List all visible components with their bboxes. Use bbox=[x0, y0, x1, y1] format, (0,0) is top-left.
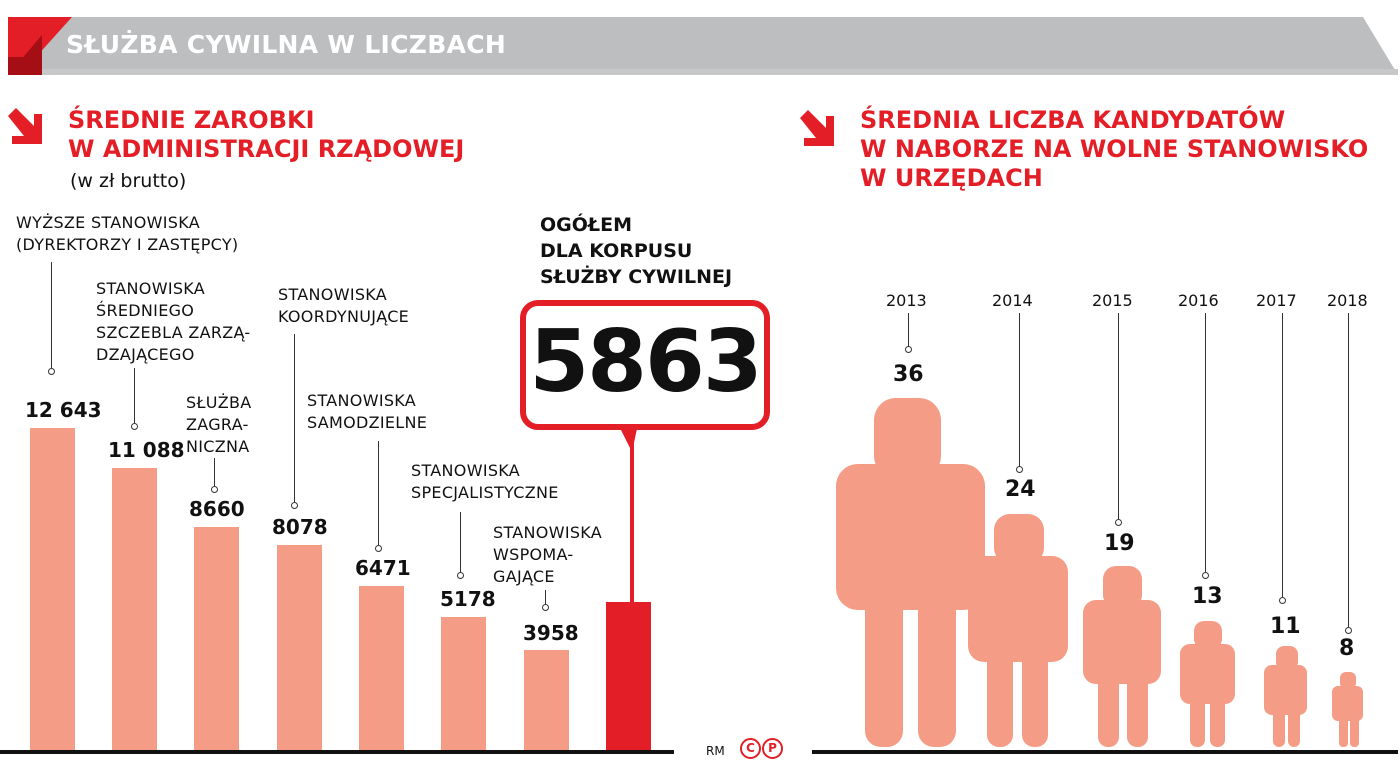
person-icon-2014 bbox=[968, 514, 1068, 747]
bar-value: 6471 bbox=[355, 556, 411, 580]
person-icon-2013 bbox=[836, 398, 985, 747]
left-baseline bbox=[0, 750, 674, 754]
phonogram-icon: P bbox=[762, 738, 783, 759]
callout-line bbox=[630, 440, 634, 602]
category-label: STANOWISKA SAMODZIELNE bbox=[307, 391, 428, 432]
category-label: STANOWISKA WSPOMA- GAJĄCE bbox=[493, 523, 603, 586]
category-label: STANOWISKA KOORDYNUJĄCE bbox=[278, 285, 410, 326]
leader-line bbox=[294, 334, 295, 502]
year-label: 2013 bbox=[886, 291, 927, 310]
bar-middle-management bbox=[112, 468, 157, 750]
bar-senior-positions bbox=[30, 428, 75, 750]
leader-dot bbox=[1016, 466, 1023, 473]
bar-support bbox=[524, 650, 569, 750]
leader-line bbox=[1348, 313, 1349, 627]
total-value: 5863 bbox=[529, 312, 762, 412]
leader-dot bbox=[1202, 572, 1209, 579]
leader-dot bbox=[905, 346, 912, 353]
total-callout-box bbox=[520, 300, 770, 430]
pictogram-value: 13 bbox=[1192, 584, 1223, 609]
leader-dot bbox=[211, 486, 218, 493]
person-icon-2015 bbox=[1083, 566, 1161, 747]
category-label: SŁUŻBA ZAGRA- NICZNA bbox=[186, 393, 252, 456]
leader-line bbox=[1282, 313, 1283, 597]
leader-line bbox=[134, 368, 135, 423]
copyright-icon: C bbox=[740, 738, 761, 759]
leader-line bbox=[460, 512, 461, 572]
banner-title: SŁUŻBA CYWILNA W LICZBACH bbox=[66, 30, 507, 59]
bar-value: 8660 bbox=[189, 497, 245, 521]
bar-value: 5178 bbox=[440, 587, 496, 611]
category-label: STANOWISKA SPECJALISTYCZNE bbox=[411, 461, 559, 502]
leader-dot bbox=[457, 572, 464, 579]
leader-line bbox=[51, 262, 52, 368]
bar-total bbox=[606, 602, 651, 750]
salary-heading: ŚREDNIE ZAROBKI W ADMINISTRACJI RZĄDOWEJ bbox=[68, 106, 465, 163]
year-label: 2016 bbox=[1178, 291, 1219, 310]
year-label: 2018 bbox=[1327, 291, 1368, 310]
bar-specialist bbox=[441, 617, 486, 750]
person-icon-2017 bbox=[1264, 646, 1307, 747]
year-label: 2014 bbox=[992, 291, 1033, 310]
arrow-down-right-icon bbox=[8, 108, 42, 144]
person-icon-2018 bbox=[1332, 672, 1363, 747]
pictogram-value: 8 bbox=[1339, 636, 1355, 661]
year-label: 2017 bbox=[1256, 291, 1297, 310]
pictogram-value: 11 bbox=[1270, 614, 1301, 639]
leader-line bbox=[1019, 313, 1020, 467]
year-label: 2015 bbox=[1092, 291, 1133, 310]
pictogram-value: 24 bbox=[1005, 477, 1036, 502]
pictogram-value: 19 bbox=[1104, 531, 1135, 556]
bar-value: 3958 bbox=[523, 621, 579, 645]
leader-line bbox=[908, 313, 909, 347]
credit-initials: RM bbox=[706, 744, 725, 758]
leader-dot bbox=[1115, 519, 1122, 526]
bar-value: 11 088 bbox=[108, 438, 185, 462]
pictogram-value: 36 bbox=[893, 362, 924, 387]
leader-dot bbox=[291, 502, 298, 509]
leader-line bbox=[378, 441, 379, 545]
leader-dot bbox=[1279, 597, 1286, 604]
leader-dot bbox=[542, 604, 549, 611]
salary-subtitle: (w zł brutto) bbox=[70, 170, 187, 192]
person-icon-2016 bbox=[1180, 621, 1235, 747]
title-banner bbox=[8, 17, 1398, 75]
right-baseline bbox=[812, 750, 1398, 754]
leader-line bbox=[1118, 313, 1119, 519]
leader-line bbox=[214, 458, 215, 486]
arrow-down-right-icon bbox=[800, 110, 834, 146]
candidates-heading: ŚREDNIA LICZBA KANDYDATÓW W NABORZE NA W… bbox=[860, 106, 1369, 192]
total-label: OGÓŁEM DLA KORPUSU SŁUŻBY CYWILNEJ bbox=[540, 214, 733, 288]
bar-independent bbox=[359, 586, 404, 750]
leader-dot bbox=[375, 545, 382, 552]
leader-dot bbox=[131, 423, 138, 430]
leader-dot bbox=[48, 368, 55, 375]
bar-value: 12 643 bbox=[25, 398, 102, 422]
leader-line bbox=[1205, 313, 1206, 572]
category-label: STANOWISKA ŚREDNIEGO SZCZEBLA ZARZĄ- DZA… bbox=[96, 279, 251, 364]
category-label: WYŻSZE STANOWISKA (DYREKTORZY I ZASTĘPCY… bbox=[16, 213, 239, 254]
leader-line bbox=[545, 590, 546, 604]
leader-dot bbox=[1345, 627, 1352, 634]
bar-foreign-service bbox=[194, 527, 239, 750]
bar-value: 8078 bbox=[272, 515, 328, 539]
bar-coordinating bbox=[277, 545, 322, 750]
